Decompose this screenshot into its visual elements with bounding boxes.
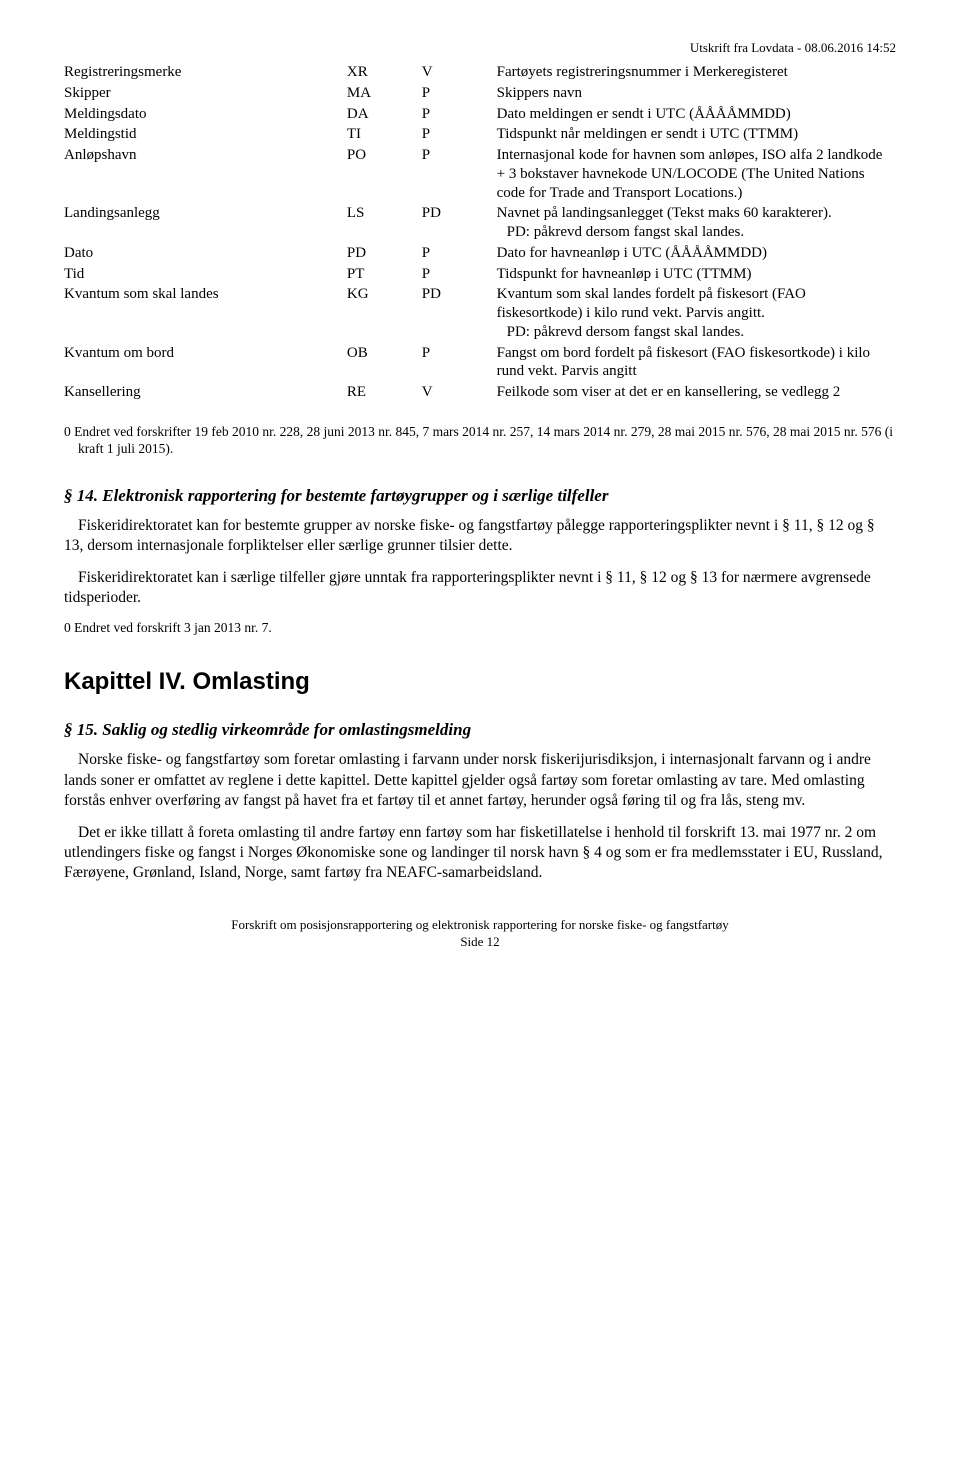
desc-text: Fangst om bord fordelt på fiskesort (FAO… [497, 344, 890, 382]
desc-text-2: PD: påkrevd dersom fangst skal landes. [507, 223, 890, 242]
row-req: P [422, 124, 497, 145]
row-label: Meldingsdato [64, 104, 347, 125]
table-row: LandingsanleggLSPDNavnet på landingsanle… [64, 203, 896, 243]
row-req: V [422, 62, 497, 83]
row-label: Anløpshavn [64, 145, 347, 203]
desc-text: Dato meldingen er sendt i UTC (ÅÅÅÅMMDD) [497, 105, 890, 124]
row-code: MA [347, 83, 422, 104]
desc-text: Feilkode som viser at det er en kanselle… [497, 383, 890, 402]
row-code: TI [347, 124, 422, 145]
row-label: Registreringsmerke [64, 62, 347, 83]
row-label: Meldingstid [64, 124, 347, 145]
row-req: P [422, 243, 497, 264]
row-label: Landingsanlegg [64, 203, 347, 243]
table-row: MeldingstidTIPTidspunkt når meldingen er… [64, 124, 896, 145]
table-row: AnløpshavnPOPInternasjonal kode for havn… [64, 145, 896, 203]
data-table: RegistreringsmerkeXRVFartøyets registrer… [64, 62, 896, 403]
row-code: KG [347, 284, 422, 342]
desc-text: Tidspunkt når meldingen er sendt i UTC (… [497, 125, 890, 144]
row-desc: Dato meldingen er sendt i UTC (ÅÅÅÅMMDD) [497, 104, 896, 125]
table-row: SkipperMAPSkippers navn [64, 83, 896, 104]
row-req: P [422, 83, 497, 104]
row-desc: Kvantum som skal landes fordelt på fiske… [497, 284, 896, 342]
section-15-p2: Det er ikke tillatt å foreta omlasting t… [64, 823, 896, 883]
row-label: Tid [64, 264, 347, 285]
row-desc: Fartøyets registreringsnummer i Merkereg… [497, 62, 896, 83]
row-code: RE [347, 382, 422, 403]
desc-text: Internasjonal kode for havnen som anløpe… [497, 146, 890, 202]
desc-text: Fartøyets registreringsnummer i Merkereg… [497, 63, 890, 82]
section-14-title: § 14. Elektronisk rapportering for beste… [64, 486, 896, 506]
row-desc: Internasjonal kode for havnen som anløpe… [497, 145, 896, 203]
desc-text-2: PD: påkrevd dersom fangst skal landes. [507, 323, 890, 342]
desc-text: Skippers navn [497, 84, 890, 103]
section-15-title: § 15. Saklig og stedlig virkeområde for … [64, 720, 896, 740]
row-desc: Navnet på landingsanlegget (Tekst maks 6… [497, 203, 896, 243]
desc-text: Tidspunkt for havneanløp i UTC (TTMM) [497, 265, 890, 284]
row-req: PD [422, 284, 497, 342]
table-row: Kvantum som skal landesKGPDKvantum som s… [64, 284, 896, 342]
table-row: Kvantum om bordOBPFangst om bord fordelt… [64, 343, 896, 383]
desc-text: Navnet på landingsanlegget (Tekst maks 6… [497, 204, 890, 223]
table-row: KanselleringREVFeilkode som viser at det… [64, 382, 896, 403]
table-row: RegistreringsmerkeXRVFartøyets registrer… [64, 62, 896, 83]
row-code: DA [347, 104, 422, 125]
page-footer: Forskrift om posisjonsrapportering og el… [64, 917, 896, 950]
row-label: Kansellering [64, 382, 347, 403]
row-code: PT [347, 264, 422, 285]
row-desc: Fangst om bord fordelt på fiskesort (FAO… [497, 343, 896, 383]
section-14-note: 0 Endret ved forskrift 3 jan 2013 nr. 7. [64, 620, 896, 636]
row-desc: Dato for havneanløp i UTC (ÅÅÅÅMMDD) [497, 243, 896, 264]
desc-text: Kvantum som skal landes fordelt på fiske… [497, 285, 890, 323]
table-row: TidPTPTidspunkt for havneanløp i UTC (TT… [64, 264, 896, 285]
row-req: PD [422, 203, 497, 243]
row-code: PD [347, 243, 422, 264]
print-header: Utskrift fra Lovdata - 08.06.2016 14:52 [64, 40, 896, 56]
row-desc: Tidspunkt når meldingen er sendt i UTC (… [497, 124, 896, 145]
row-req: P [422, 343, 497, 383]
row-label: Kvantum som skal landes [64, 284, 347, 342]
row-desc: Skippers navn [497, 83, 896, 104]
section-14-p2: Fiskeridirektoratet kan i særlige tilfel… [64, 568, 896, 608]
footer-line-1: Forskrift om posisjonsrapportering og el… [64, 917, 896, 933]
row-req: P [422, 104, 497, 125]
table-row: DatoPDPDato for havneanløp i UTC (ÅÅÅÅMM… [64, 243, 896, 264]
row-label: Dato [64, 243, 347, 264]
section-15-p1: Norske fiske- og fangstfartøy som foreta… [64, 750, 896, 810]
footnote-1: 0 Endret ved forskrifter 19 feb 2010 nr.… [64, 423, 896, 458]
chapter-title: Kapittel IV. Omlasting [64, 668, 896, 696]
row-label: Kvantum om bord [64, 343, 347, 383]
table-row: MeldingsdatoDAPDato meldingen er sendt i… [64, 104, 896, 125]
footer-line-2: Side 12 [64, 934, 896, 950]
row-req: P [422, 145, 497, 203]
desc-text: Dato for havneanløp i UTC (ÅÅÅÅMMDD) [497, 244, 890, 263]
row-req: P [422, 264, 497, 285]
row-req: V [422, 382, 497, 403]
section-14-p1: Fiskeridirektoratet kan for bestemte gru… [64, 516, 896, 556]
row-label: Skipper [64, 83, 347, 104]
row-desc: Tidspunkt for havneanløp i UTC (TTMM) [497, 264, 896, 285]
row-code: LS [347, 203, 422, 243]
row-code: XR [347, 62, 422, 83]
row-code: PO [347, 145, 422, 203]
row-code: OB [347, 343, 422, 383]
row-desc: Feilkode som viser at det er en kanselle… [497, 382, 896, 403]
